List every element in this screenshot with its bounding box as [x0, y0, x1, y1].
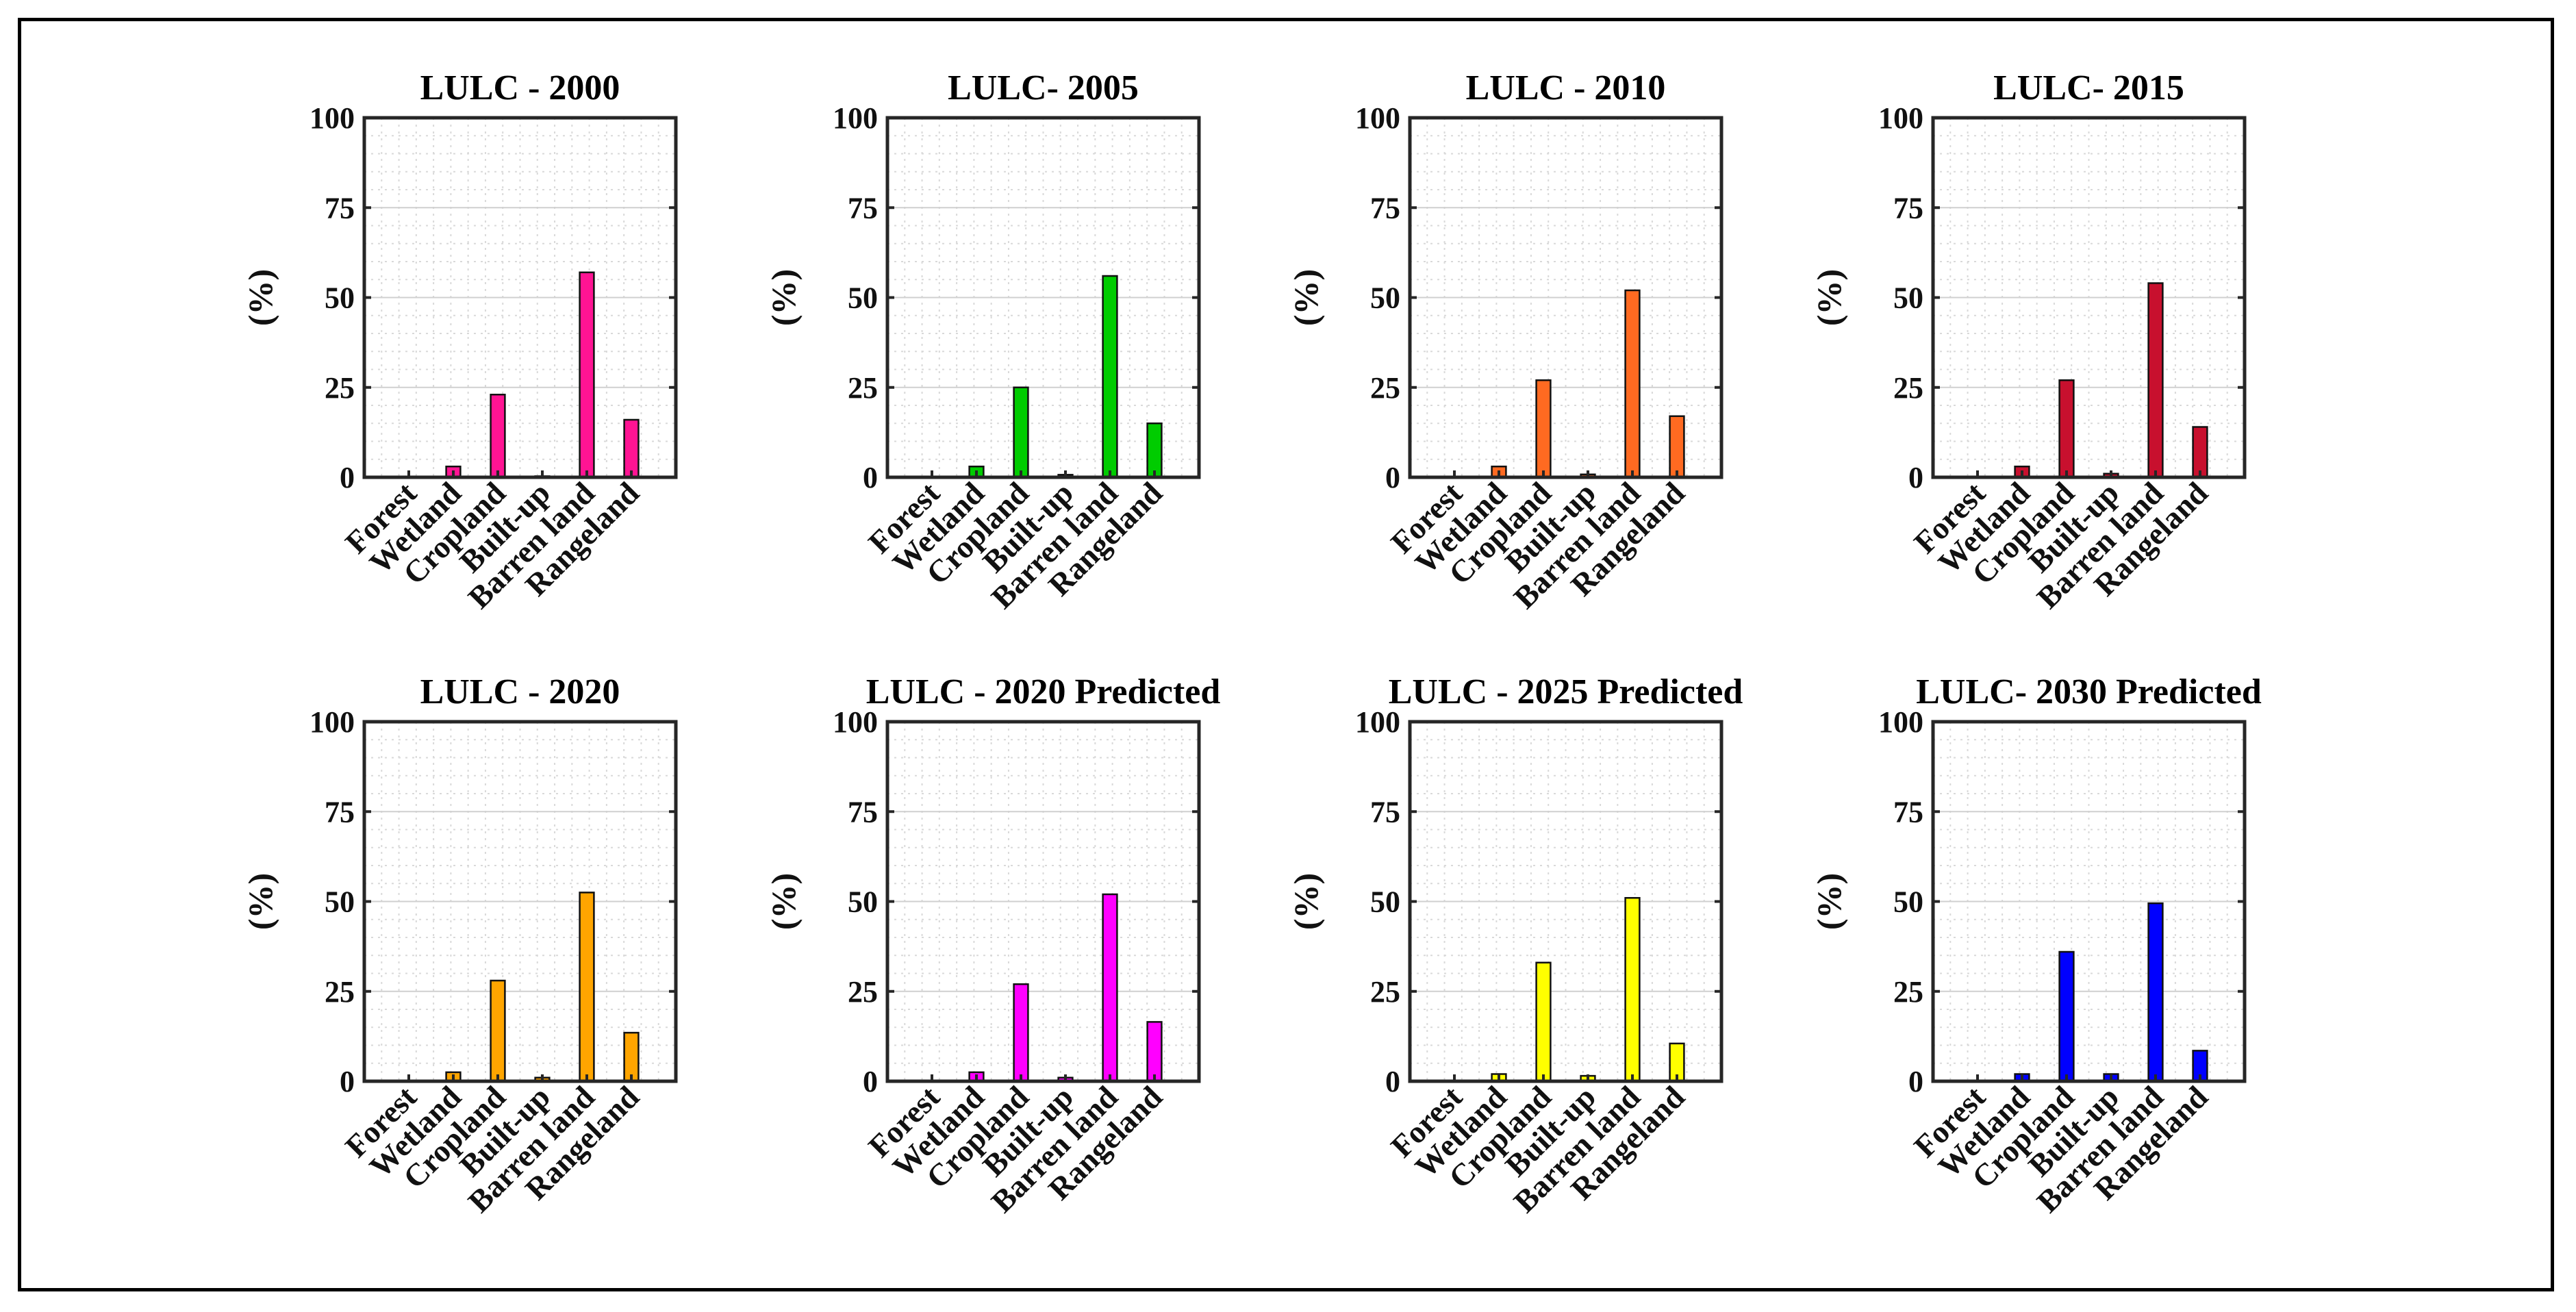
- chart-title: LULC- 2015: [1993, 68, 2184, 108]
- bar-barren-land: [1624, 897, 1641, 1083]
- chart-panel-8: 0255075100ForestWetlandCroplandBuilt-upB…: [1810, 672, 2262, 1219]
- bar-rangeland: [2192, 426, 2208, 479]
- y-axis-label: (%): [1287, 873, 1325, 930]
- y-tick-label: 25: [1370, 371, 1400, 405]
- bar-barren-land: [1102, 893, 1118, 1083]
- y-tick-label: 50: [325, 281, 355, 315]
- bar-cropland: [1535, 379, 1552, 479]
- y-tick-label: 50: [1893, 885, 1923, 919]
- y-tick-label: 0: [1908, 1065, 1923, 1098]
- grid: [1410, 118, 1721, 477]
- y-tick-label: 50: [1370, 281, 1400, 315]
- grid: [1933, 118, 2245, 477]
- bar-barren-land: [579, 892, 595, 1083]
- chart-title: LULC - 2025 Predicted: [1389, 672, 1743, 711]
- y-tick-label: 100: [310, 705, 355, 739]
- y-tick-label: 75: [848, 191, 878, 225]
- y-tick-label: 75: [1370, 795, 1400, 829]
- bar-cropland: [490, 979, 506, 1083]
- chart-title: LULC - 2020 Predicted: [866, 672, 1221, 711]
- y-tick-label: 75: [325, 191, 355, 225]
- y-axis-label: (%): [764, 873, 803, 930]
- y-tick-label: 0: [1908, 461, 1923, 494]
- chart-title: LULC- 2030 Predicted: [1916, 672, 2262, 711]
- chart-panel-7: 0255075100ForestWetlandCroplandBuilt-upB…: [1287, 672, 1743, 1219]
- bar-cropland: [2058, 379, 2075, 479]
- y-axis-label: (%): [1810, 269, 1848, 326]
- y-tick-label: 0: [863, 461, 878, 494]
- y-tick-label: 75: [1370, 191, 1400, 225]
- y-tick-label: 100: [833, 101, 878, 135]
- y-tick-label: 25: [1893, 371, 1923, 405]
- y-tick-label: 75: [848, 795, 878, 829]
- chart-panel-2: 0255075100ForestWetlandCroplandBuilt-upB…: [764, 68, 1201, 615]
- y-tick-label: 100: [833, 705, 878, 739]
- y-tick-label: 75: [325, 795, 355, 829]
- y-tick-label: 75: [1893, 795, 1923, 829]
- bar-barren-land: [1624, 289, 1641, 479]
- bar-cropland: [490, 394, 506, 479]
- bar-barren-land: [2147, 282, 2164, 479]
- chart-title: LULC - 2010: [1466, 68, 1666, 108]
- grid: [364, 118, 676, 477]
- y-tick-label: 100: [1355, 101, 1400, 135]
- y-tick-label: 0: [1385, 1065, 1400, 1098]
- y-tick-label: 100: [1878, 101, 1923, 135]
- bar-cropland: [2058, 950, 2075, 1083]
- y-tick-label: 100: [1878, 705, 1923, 739]
- y-tick-label: 25: [848, 975, 878, 1009]
- grid: [1933, 722, 2245, 1081]
- bar-cropland: [1013, 983, 1029, 1083]
- y-tick-label: 0: [340, 1065, 355, 1098]
- chart-title: LULC - 2000: [420, 68, 620, 108]
- bar-cropland: [1535, 961, 1552, 1083]
- y-axis-label: (%): [241, 269, 279, 326]
- bar-rangeland: [1669, 415, 1685, 479]
- y-tick-label: 0: [863, 1065, 878, 1098]
- y-tick-label: 25: [325, 975, 355, 1009]
- bar-rangeland: [1146, 1021, 1163, 1083]
- chart-panel-1: 0255075100ForestWetlandCroplandBuilt-upB…: [241, 68, 678, 615]
- y-tick-label: 25: [1893, 975, 1923, 1009]
- chart-title: LULC- 2005: [948, 68, 1139, 108]
- grid: [1410, 722, 1721, 1081]
- y-tick-label: 50: [848, 885, 878, 919]
- y-tick-label: 50: [848, 281, 878, 315]
- chart-panel-6: 0255075100ForestWetlandCroplandBuilt-upB…: [764, 672, 1220, 1219]
- y-axis-label: (%): [764, 269, 803, 326]
- chart-title: LULC - 2020: [420, 672, 620, 711]
- y-axis-label: (%): [241, 873, 279, 930]
- y-axis-label: (%): [1287, 269, 1325, 326]
- y-tick-label: 100: [1355, 705, 1400, 739]
- bar-cropland: [1013, 386, 1029, 479]
- y-tick-label: 0: [340, 461, 355, 494]
- bar-barren-land: [1102, 275, 1118, 479]
- y-tick-label: 25: [325, 371, 355, 405]
- chart-panel-3: 0255075100ForestWetlandCroplandBuilt-upB…: [1287, 68, 1723, 615]
- y-tick-label: 50: [1370, 885, 1400, 919]
- bar-rangeland: [1146, 422, 1163, 479]
- bar-barren-land: [579, 271, 595, 479]
- y-tick-label: 50: [325, 885, 355, 919]
- y-tick-label: 100: [310, 101, 355, 135]
- chart-panel-5: 0255075100ForestWetlandCroplandBuilt-upB…: [241, 672, 678, 1219]
- bar-rangeland: [623, 1031, 640, 1083]
- y-tick-label: 0: [1385, 461, 1400, 494]
- bar-barren-land: [2147, 902, 2164, 1083]
- y-axis-label: (%): [1810, 873, 1848, 930]
- bar-rangeland: [623, 418, 640, 479]
- y-tick-label: 25: [1370, 975, 1400, 1009]
- y-tick-label: 75: [1893, 191, 1923, 225]
- y-tick-label: 25: [848, 371, 878, 405]
- y-tick-label: 50: [1893, 281, 1923, 315]
- chart-panel-4: 0255075100ForestWetlandCroplandBuilt-upB…: [1810, 68, 2247, 615]
